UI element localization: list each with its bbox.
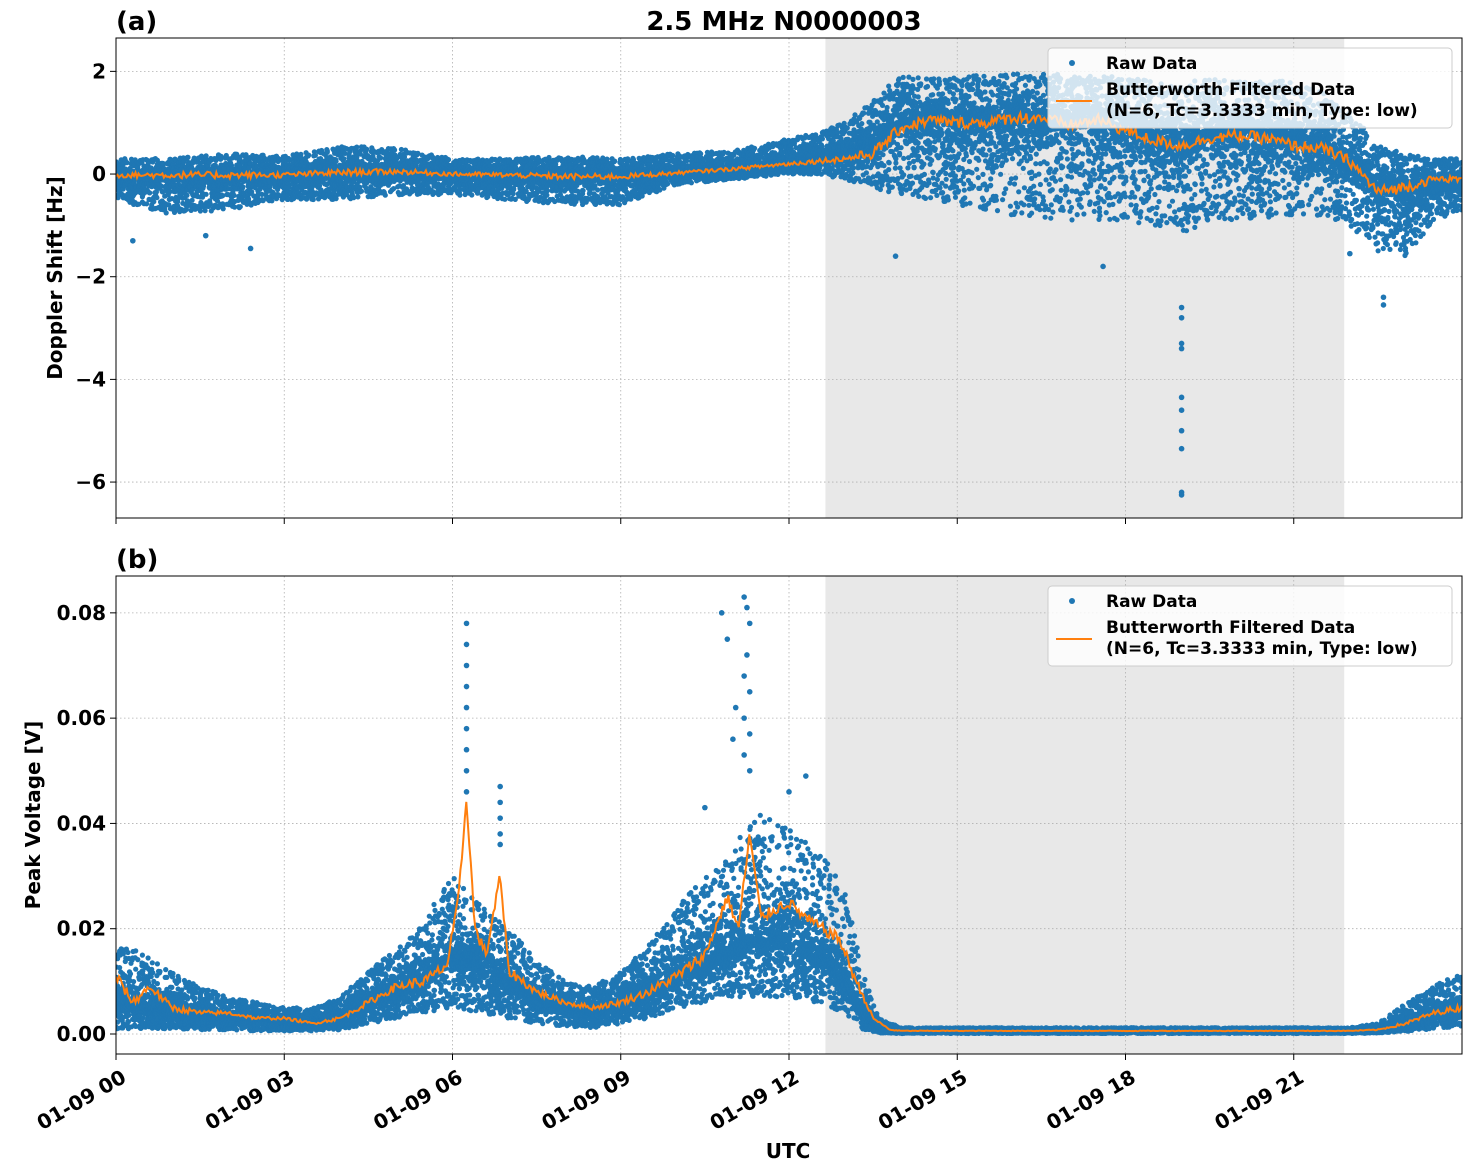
raw-data-point [169, 196, 175, 202]
raw-data-point [203, 191, 209, 197]
raw-data-point [237, 204, 243, 210]
raw-data-point [306, 152, 312, 158]
raw-data-point [202, 208, 208, 214]
raw-data-point [247, 160, 253, 166]
raw-data-point [544, 192, 550, 198]
raw-data-point [445, 157, 452, 163]
raw-data-point [232, 204, 238, 210]
raw-data-point [358, 188, 365, 194]
raw-data-point [544, 188, 551, 194]
raw-data-point [249, 189, 255, 195]
raw-data-point [469, 192, 475, 198]
raw-data-point [392, 147, 398, 153]
raw-data-point [378, 155, 384, 161]
raw-data-point [163, 210, 169, 216]
raw-data-point [502, 196, 508, 202]
raw-data-point [220, 206, 226, 212]
raw-data-point [154, 195, 160, 201]
raw-data-point [124, 160, 130, 166]
raw-data-point [147, 190, 153, 196]
raw-data-point [189, 197, 195, 203]
raw-data-point [185, 154, 191, 160]
raw-data-point [382, 192, 388, 198]
raw-data-point [207, 201, 213, 207]
raw-data-point [333, 158, 339, 164]
raw-data-point [240, 184, 246, 190]
raw-data-point [203, 153, 209, 159]
raw-data-point [243, 152, 249, 158]
raw-data-point [246, 165, 252, 171]
raw-data-point [154, 157, 160, 163]
raw-data-point [310, 196, 316, 203]
raw-data-point [160, 160, 166, 167]
raw-data-point [166, 202, 172, 208]
raw-data-point [231, 192, 237, 198]
raw-data-point [457, 192, 463, 198]
raw-data-point [144, 201, 150, 207]
raw-data-point [184, 192, 190, 198]
raw-data-point [259, 191, 265, 197]
raw-data-point [324, 149, 330, 155]
raw-data-point [220, 193, 226, 199]
raw-data-point [197, 208, 203, 214]
raw-data-point [230, 188, 236, 195]
raw-data-point [354, 144, 360, 150]
raw-data-point [355, 194, 361, 200]
figure-title: 2.5 MHz N0000003 [646, 7, 921, 37]
raw-data-point [364, 146, 370, 152]
raw-data-point [151, 199, 157, 205]
raw-data-point [218, 153, 224, 159]
